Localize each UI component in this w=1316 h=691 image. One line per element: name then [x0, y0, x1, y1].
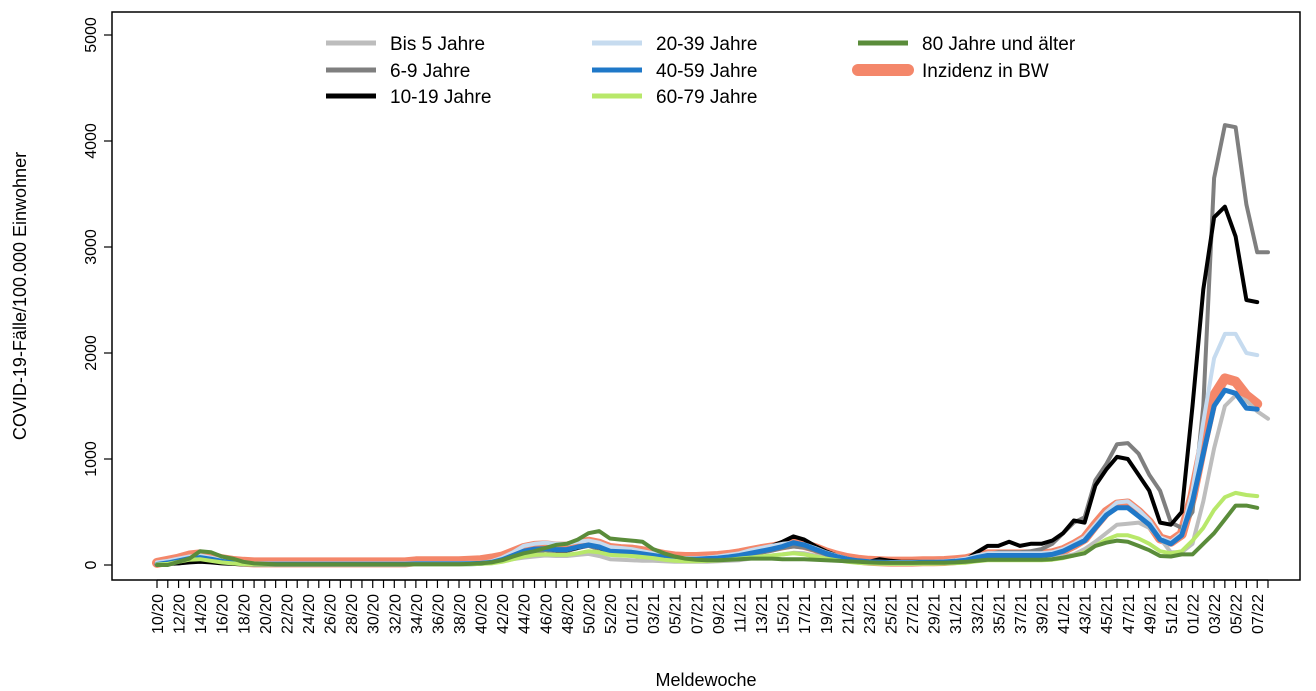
x-tick-label: 40/20 — [474, 594, 491, 634]
y-tick-label: 0 — [83, 560, 100, 569]
x-tick-label: 33/21 — [970, 594, 987, 634]
legend-label: 40-59 Jahre — [656, 61, 757, 82]
x-tick-label: 11/21 — [732, 594, 749, 633]
series-line-6 — [155, 503, 1260, 567]
x-tick-label: 21/21 — [840, 594, 857, 634]
x-tick-label: 41/21 — [1056, 594, 1073, 634]
series-layer — [152, 123, 1270, 568]
x-tick-label: 07/22 — [1250, 594, 1267, 634]
legend-label: Bis 5 Jahre — [390, 34, 485, 55]
x-tick-label: 51/21 — [1164, 594, 1181, 634]
x-axis: 10/20 12/20 14/20 16/20 18/20 20/20 22/20 24/20… — [150, 579, 1269, 634]
x-tick-label: 34/20 — [409, 594, 426, 634]
legend-label: 10-19 Jahre — [390, 87, 491, 108]
series-line-2 — [155, 204, 1260, 567]
x-tick-label: 16/20 — [215, 594, 232, 634]
x-tick-label: 46/20 — [538, 594, 555, 634]
x-tick-label: 44/20 — [517, 594, 534, 634]
x-tick-label: 20/20 — [258, 594, 275, 634]
x-tick-label: 09/21 — [711, 594, 728, 634]
x-tick-label: 14/20 — [193, 594, 210, 634]
x-tick-label: 30/20 — [366, 594, 383, 634]
x-tick-label: 27/21 — [905, 594, 922, 634]
x-tick-label: 47/21 — [1121, 594, 1138, 634]
x-tick-label: 48/20 — [560, 594, 577, 634]
x-tick-label: 07/21 — [689, 594, 706, 634]
legend-label: Inzidenz in BW — [922, 61, 1049, 82]
x-tick-label: 10/20 — [150, 594, 167, 634]
x-tick-label: 37/21 — [1013, 594, 1030, 634]
x-tick-label: 50/20 — [581, 594, 598, 634]
legend-label: 80 Jahre und älter — [922, 34, 1076, 55]
x-tick-label: 31/21 — [948, 594, 965, 634]
y-tick-label: 4000 — [83, 123, 100, 159]
legend-label: 20-39 Jahre — [656, 34, 757, 55]
x-tick-label: 03/21 — [646, 594, 663, 634]
x-tick-label: 13/21 — [754, 594, 771, 634]
x-tick-label: 19/21 — [819, 594, 836, 634]
x-tick-label: 39/21 — [1034, 594, 1051, 634]
x-tick-label: 45/21 — [1099, 594, 1116, 634]
x-tick-label: 36/20 — [430, 594, 447, 634]
series-line-4 — [154, 387, 1260, 567]
series-line-1 — [155, 123, 1270, 567]
x-tick-label: 17/21 — [797, 594, 814, 634]
x-tick-label: 52/20 — [603, 594, 620, 634]
x-tick-label: 05/21 — [668, 594, 685, 634]
x-tick-label: 05/22 — [1229, 594, 1246, 634]
legend-label: 6-9 Jahre — [390, 61, 470, 82]
y-tick-label: 5000 — [83, 17, 100, 53]
y-tick-label: 3000 — [83, 229, 100, 265]
x-tick-label: 01/21 — [625, 594, 642, 634]
x-tick-label: 15/21 — [776, 594, 793, 634]
x-tick-label: 18/20 — [236, 594, 253, 634]
x-tick-label: 38/20 — [452, 594, 469, 634]
x-tick-label: 23/21 — [862, 594, 879, 634]
x-tick-label: 29/21 — [927, 594, 944, 634]
y-tick-label: 1000 — [83, 441, 100, 477]
x-tick-label: 49/21 — [1142, 594, 1159, 634]
x-tick-label: 22/20 — [279, 594, 296, 634]
x-tick-label: 25/21 — [883, 594, 900, 634]
y-tick-label: 2000 — [83, 335, 100, 371]
x-tick-label: 01/22 — [1185, 594, 1202, 634]
y-axis-title: COVID-19-Fälle/100.000 Einwohner — [10, 152, 30, 440]
x-tick-label: 32/20 — [387, 594, 404, 634]
x-axis-title: Meldewoche — [655, 670, 756, 690]
x-tick-label: 43/21 — [1078, 594, 1095, 634]
x-tick-label: 35/21 — [991, 594, 1008, 634]
x-tick-label: 42/20 — [495, 594, 512, 634]
legend: Bis 5 Jahre 6-9 Jahre 10-19 Jahre 20-39 Jah… — [326, 34, 1076, 108]
x-tick-label: 26/20 — [323, 594, 340, 634]
x-tick-label: 28/20 — [344, 594, 361, 634]
legend-label: 60-79 Jahre — [656, 87, 757, 108]
x-tick-label: 03/22 — [1207, 594, 1224, 634]
x-tick-label: 24/20 — [301, 594, 318, 634]
y-axis: 0 1000 2000 3000 4000 5000 — [83, 17, 112, 569]
x-tick-label: 12/20 — [172, 594, 189, 634]
